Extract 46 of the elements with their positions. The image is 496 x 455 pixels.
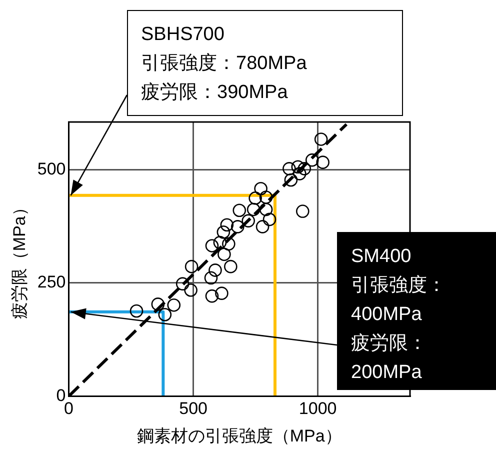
point [220, 218, 234, 232]
y-tick-label: 0 [56, 386, 66, 405]
point [205, 289, 219, 303]
point [213, 236, 227, 250]
point [208, 264, 222, 277]
point [293, 167, 306, 180]
x-tick-label: 1000 [298, 399, 337, 418]
point [314, 132, 328, 146]
point [262, 212, 276, 226]
point [246, 202, 260, 216]
point [296, 204, 310, 218]
annotation: SM400 引張強度： 400MPa 疲労限： 200MPa [351, 245, 446, 385]
point [284, 173, 298, 187]
point [215, 286, 228, 300]
point [176, 277, 190, 290]
point [222, 237, 236, 251]
x-axis-title: 鋼素材の引張強度（MPa） [136, 426, 342, 446]
y-tick-label: 500 [37, 159, 66, 178]
point [158, 308, 172, 322]
point [298, 162, 312, 176]
point [232, 204, 246, 218]
x-tick-label: 500 [179, 399, 208, 418]
point [248, 191, 262, 205]
y-axis-title: 疲労限（MPa） [10, 199, 29, 320]
point [204, 271, 218, 285]
point [205, 239, 219, 252]
point [130, 304, 144, 318]
point [305, 153, 319, 167]
point [184, 283, 198, 297]
point [224, 260, 238, 274]
point [184, 260, 198, 274]
point [242, 214, 255, 228]
annotation: SBHS700 引張強度：780MPa 疲労限：390MPa [141, 23, 307, 105]
point [151, 298, 165, 311]
point [256, 220, 270, 234]
point [254, 182, 268, 196]
point [291, 160, 305, 174]
point [282, 162, 296, 176]
point [216, 225, 230, 239]
y-tick-label: 250 [37, 272, 66, 292]
point [316, 156, 330, 169]
point [259, 202, 273, 216]
point [218, 248, 231, 261]
point [230, 220, 244, 234]
point [259, 190, 273, 204]
point [167, 298, 181, 312]
